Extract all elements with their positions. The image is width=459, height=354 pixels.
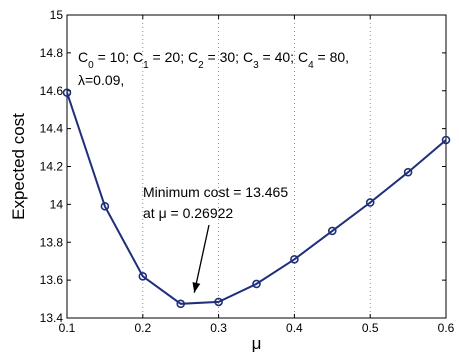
x-tick-label: 0.5 xyxy=(362,321,379,335)
y-axis-label: Expected cost xyxy=(9,113,28,220)
data-point xyxy=(252,279,261,289)
x-tick-label: 0.3 xyxy=(210,321,227,335)
text-run: = 80, xyxy=(314,49,349,65)
y-tick-label: 13.8 xyxy=(40,235,64,249)
y-tick-label: 15 xyxy=(50,8,64,22)
series-layer xyxy=(62,88,451,309)
x-tick-label: 0.2 xyxy=(134,321,151,335)
subscript: 0 xyxy=(88,60,94,71)
y-tick-label: 14.6 xyxy=(40,84,64,98)
subscript: 4 xyxy=(308,60,314,71)
ticks-layer: 0.1 0.2 0.3 0.4 0.5 0.613.413.613.81414.214.4… xyxy=(9,8,455,353)
data-point xyxy=(176,299,185,309)
y-tick-label: 14.2 xyxy=(40,160,64,174)
minimum-location-label: at μ = 0.26922 xyxy=(143,205,233,221)
y-tick-label: 14.8 xyxy=(40,46,64,60)
data-point xyxy=(214,297,223,307)
data-point xyxy=(327,226,337,236)
data-point xyxy=(62,88,72,97)
text-run: = 10; C xyxy=(94,49,143,65)
data-point xyxy=(365,198,375,207)
subscript: 2 xyxy=(198,60,204,71)
data-point xyxy=(290,254,299,264)
x-tick-label: 0.4 xyxy=(286,321,303,335)
y-tick-label: 14 xyxy=(50,197,64,211)
y-tick-label: 14.4 xyxy=(40,122,64,136)
text-run: = 40; C xyxy=(259,49,308,65)
minimum-cost-label: Minimum cost = 13.465 xyxy=(143,184,288,200)
parameters-text: C0 = 10; C1 = 20; C2 = 30; C3 = 40; C4 =… xyxy=(78,49,349,71)
subscript: 1 xyxy=(143,60,149,71)
parameters-text-line2: λ=0.09, xyxy=(78,72,124,88)
subscript: 3 xyxy=(253,60,259,71)
x-axis-label: μ xyxy=(252,334,262,353)
data-point xyxy=(441,135,451,145)
x-tick-label: 0.1 xyxy=(59,321,76,335)
series-line xyxy=(66,92,447,305)
data-point xyxy=(138,272,148,281)
data-point xyxy=(403,167,413,177)
text-run: = 30; C xyxy=(204,49,253,65)
notes-layer: C0 = 10; C1 = 20; C2 = 30; C3 = 40; C4 =… xyxy=(78,49,349,293)
y-tick-label: 13.6 xyxy=(40,273,64,287)
annotation-arrow-head xyxy=(192,282,201,293)
annotation-arrow-line xyxy=(193,224,210,293)
grid-layer xyxy=(142,15,371,318)
y-tick-label: 13.4 xyxy=(40,311,64,325)
text-run: C xyxy=(78,49,88,65)
data-point xyxy=(100,201,110,211)
text-run: = 20; C xyxy=(149,49,198,65)
x-tick-label: 0.6 xyxy=(438,321,455,335)
